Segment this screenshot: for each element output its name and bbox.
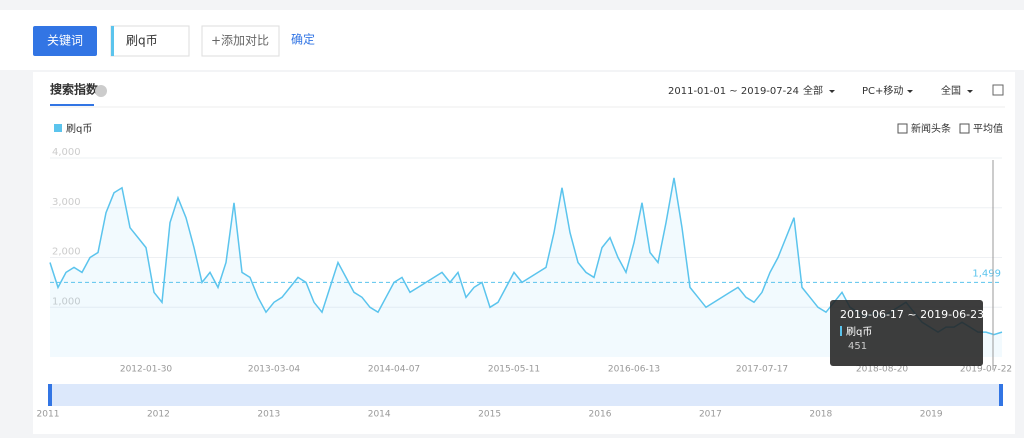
year-label: 2011 xyxy=(37,410,60,420)
device-select[interactable]: PC+移动 xyxy=(862,84,903,97)
x-tick-label: 2017-07-17 xyxy=(736,365,788,375)
help-icon[interactable] xyxy=(95,85,107,97)
keyword-input[interactable] xyxy=(110,25,190,57)
slider-years: 2011 2012 2013 2014 2015 2016 2017 2018 2019 xyxy=(37,410,943,420)
region-select[interactable]: 全国 xyxy=(941,84,961,97)
add-compare-text: +添加对比 xyxy=(211,34,269,48)
tab-underline xyxy=(50,104,94,106)
keyword-button[interactable] xyxy=(33,26,97,56)
year-label: 2012 xyxy=(147,410,170,420)
tooltip-name: 刷q币 xyxy=(846,326,872,338)
plot: 1,000 2,000 3,000 4,000 2012-01-30 2013-03-04… xyxy=(49,147,1012,375)
tooltip-swatch xyxy=(840,326,842,336)
line xyxy=(49,177,1003,336)
x-tick-label: 2014-04-07 xyxy=(368,365,420,375)
x-tick-label: 2013-03-04 xyxy=(248,365,301,375)
y-tick-label: 4,000 xyxy=(52,147,81,158)
caret xyxy=(907,90,913,93)
tooltip-date: 2019-06-17 ~ 2019-06-23 xyxy=(840,308,984,321)
year-label: 2013 xyxy=(257,410,280,420)
year-label: 2019 xyxy=(920,410,943,420)
date-range[interactable]: 2011-01-01 ~ 2019-07-24 xyxy=(668,86,799,97)
y-tick-label: 3,000 xyxy=(52,197,81,208)
caret xyxy=(829,90,835,93)
slider-handle[interactable] xyxy=(999,384,1003,406)
keyword-color xyxy=(111,26,114,56)
legend-swatch xyxy=(54,124,62,132)
checkbox[interactable] xyxy=(959,123,970,134)
tooltip-box xyxy=(830,300,983,366)
x-tick-label: 2016-06-13 xyxy=(608,365,660,375)
share-icon[interactable] xyxy=(992,84,1004,96)
year-label: 2014 xyxy=(368,410,391,420)
keyword-text: 刷q币 xyxy=(126,34,158,48)
checkbox[interactable] xyxy=(897,123,908,134)
tab[interactable]: 搜索指数 xyxy=(50,82,99,97)
range-slider[interactable] xyxy=(50,384,1002,406)
area xyxy=(50,177,1002,357)
x-tick-label: 2019-07-22 xyxy=(960,365,1012,375)
x-tick-label: 2012-01-30 xyxy=(120,365,173,375)
tooltip: 2019-06-17 ~ 2019-06-23 刷q币 451 xyxy=(830,300,984,366)
year-label: 2016 xyxy=(589,410,612,420)
caret xyxy=(967,90,973,93)
x-tick-label: 2018-08-20 xyxy=(856,365,909,375)
year-label: 2018 xyxy=(809,410,832,420)
confirm[interactable]: 确定 xyxy=(291,32,315,47)
y-tick-label: 1,000 xyxy=(52,296,81,307)
checkbox-label: 平均值 xyxy=(973,122,1003,135)
checkbox-label: 新闻头条 xyxy=(911,122,951,135)
legend-label[interactable]: 刷q币 xyxy=(66,123,92,135)
x-tick-label: 2015-05-11 xyxy=(488,365,540,375)
source-select[interactable]: 全部 xyxy=(803,84,823,97)
year-label: 2017 xyxy=(699,410,722,420)
panel xyxy=(33,72,1015,434)
y-tick-label: 2,000 xyxy=(52,247,81,258)
slider-handle[interactable] xyxy=(48,384,52,406)
average-label: 1,499 xyxy=(972,268,1001,279)
year-label: 2015 xyxy=(478,410,501,420)
add-compare[interactable] xyxy=(201,25,280,57)
tooltip-value: 451 xyxy=(848,341,867,352)
keyword-button-text: 关键词 xyxy=(47,34,83,48)
